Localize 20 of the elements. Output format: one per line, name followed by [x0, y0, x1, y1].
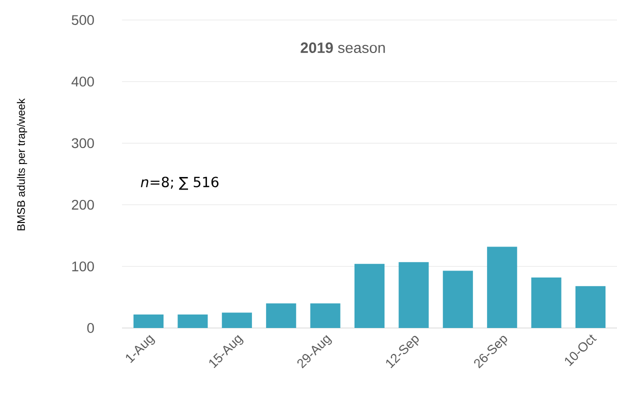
bar	[133, 314, 164, 328]
bar	[442, 270, 473, 328]
bar	[487, 246, 518, 328]
bar	[575, 286, 606, 328]
bar	[531, 277, 562, 328]
y-tick-label: 100	[72, 261, 94, 272]
y-tick-label: 400	[72, 76, 94, 87]
bar	[266, 303, 296, 328]
bar	[310, 303, 340, 328]
y-tick-label: 500	[72, 15, 94, 25]
annotation: n=8; ∑ 516	[140, 176, 218, 190]
y-axis-title: BMSB adults per trap/week	[16, 98, 28, 230]
text: 2019 season	[300, 42, 385, 54]
bar	[178, 314, 208, 328]
bar	[354, 264, 385, 328]
y-tick-label: 0	[87, 323, 94, 333]
bar	[222, 312, 252, 328]
y-tick-label: 200	[72, 200, 94, 210]
y-tick-label: 300	[72, 138, 94, 148]
bar	[398, 262, 429, 328]
